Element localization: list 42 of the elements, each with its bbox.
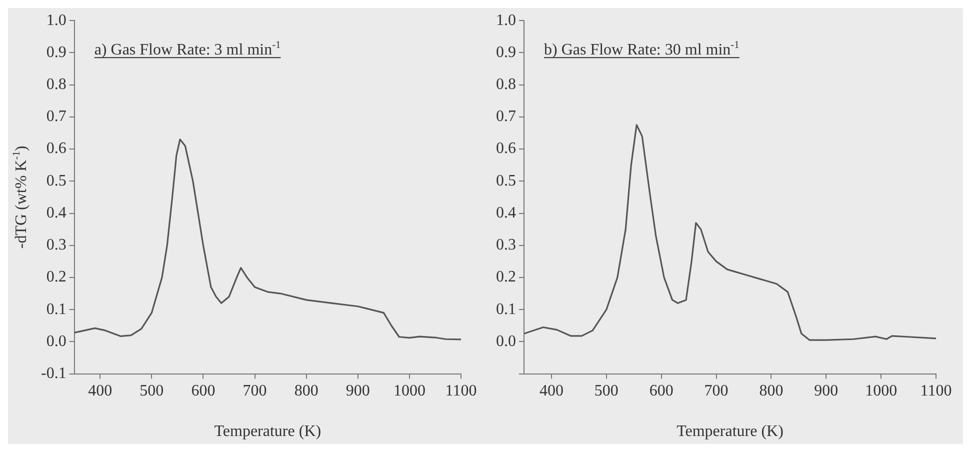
y-tick-label: 0.3 <box>496 236 516 254</box>
x-tick-label: 400 <box>539 382 564 400</box>
y-tick-label: 0.4 <box>496 204 516 222</box>
x-tick-label: 1100 <box>920 382 952 400</box>
y-tick-label: 0.1 <box>46 300 66 318</box>
y-tick-label: 1.0 <box>46 12 66 29</box>
x-tick-label: 900 <box>814 382 838 400</box>
y-tick-label: 0.3 <box>46 236 66 254</box>
y-tick-label: -0.1 <box>41 365 66 382</box>
x-axis-title: Temperature (K) <box>214 423 322 440</box>
y-tick-label: 0.2 <box>46 268 66 286</box>
x-tick-label: 1100 <box>445 382 477 400</box>
x-tick-label: 900 <box>346 382 370 400</box>
y-tick-label: 0.1 <box>496 300 516 318</box>
x-tick-label: 600 <box>191 382 216 400</box>
y-tick-label: 0.6 <box>496 140 516 158</box>
x-tick-label: 1000 <box>865 382 898 400</box>
x-tick-label: 500 <box>140 382 164 400</box>
y-tick-label: 0.8 <box>46 76 66 94</box>
x-tick-label: 1000 <box>393 382 426 400</box>
x-tick-label: 600 <box>649 382 674 400</box>
y-tick-label: 1.0 <box>496 12 516 29</box>
y-tick-label: 0.9 <box>46 44 66 61</box>
y-tick-label: 0.6 <box>46 140 66 158</box>
x-tick-label: 800 <box>294 382 318 400</box>
y-tick-label: 0.2 <box>496 268 516 286</box>
x-tick-label: 400 <box>88 382 112 400</box>
y-tick-label: 0.8 <box>496 76 516 94</box>
y-tick-label: 0.4 <box>46 204 66 222</box>
x-tick-label: 800 <box>759 382 784 400</box>
x-tick-label: 500 <box>594 382 618 400</box>
y-tick-label: 0.7 <box>496 108 516 126</box>
y-axis-title: -dTG (wt% K-1) <box>12 146 30 249</box>
y-tick-label: 0.0 <box>46 332 66 350</box>
x-tick-label: 700 <box>704 382 728 400</box>
y-tick-label: 0.9 <box>496 44 516 61</box>
y-tick-label: 0.0 <box>496 332 516 350</box>
y-tick-label: 0.7 <box>46 108 66 126</box>
x-tick-label: 700 <box>242 382 267 400</box>
x-axis-title: Temperature (K) <box>676 423 784 440</box>
y-tick-label: 0.5 <box>46 172 66 190</box>
y-tick-label: 0.5 <box>496 172 516 190</box>
